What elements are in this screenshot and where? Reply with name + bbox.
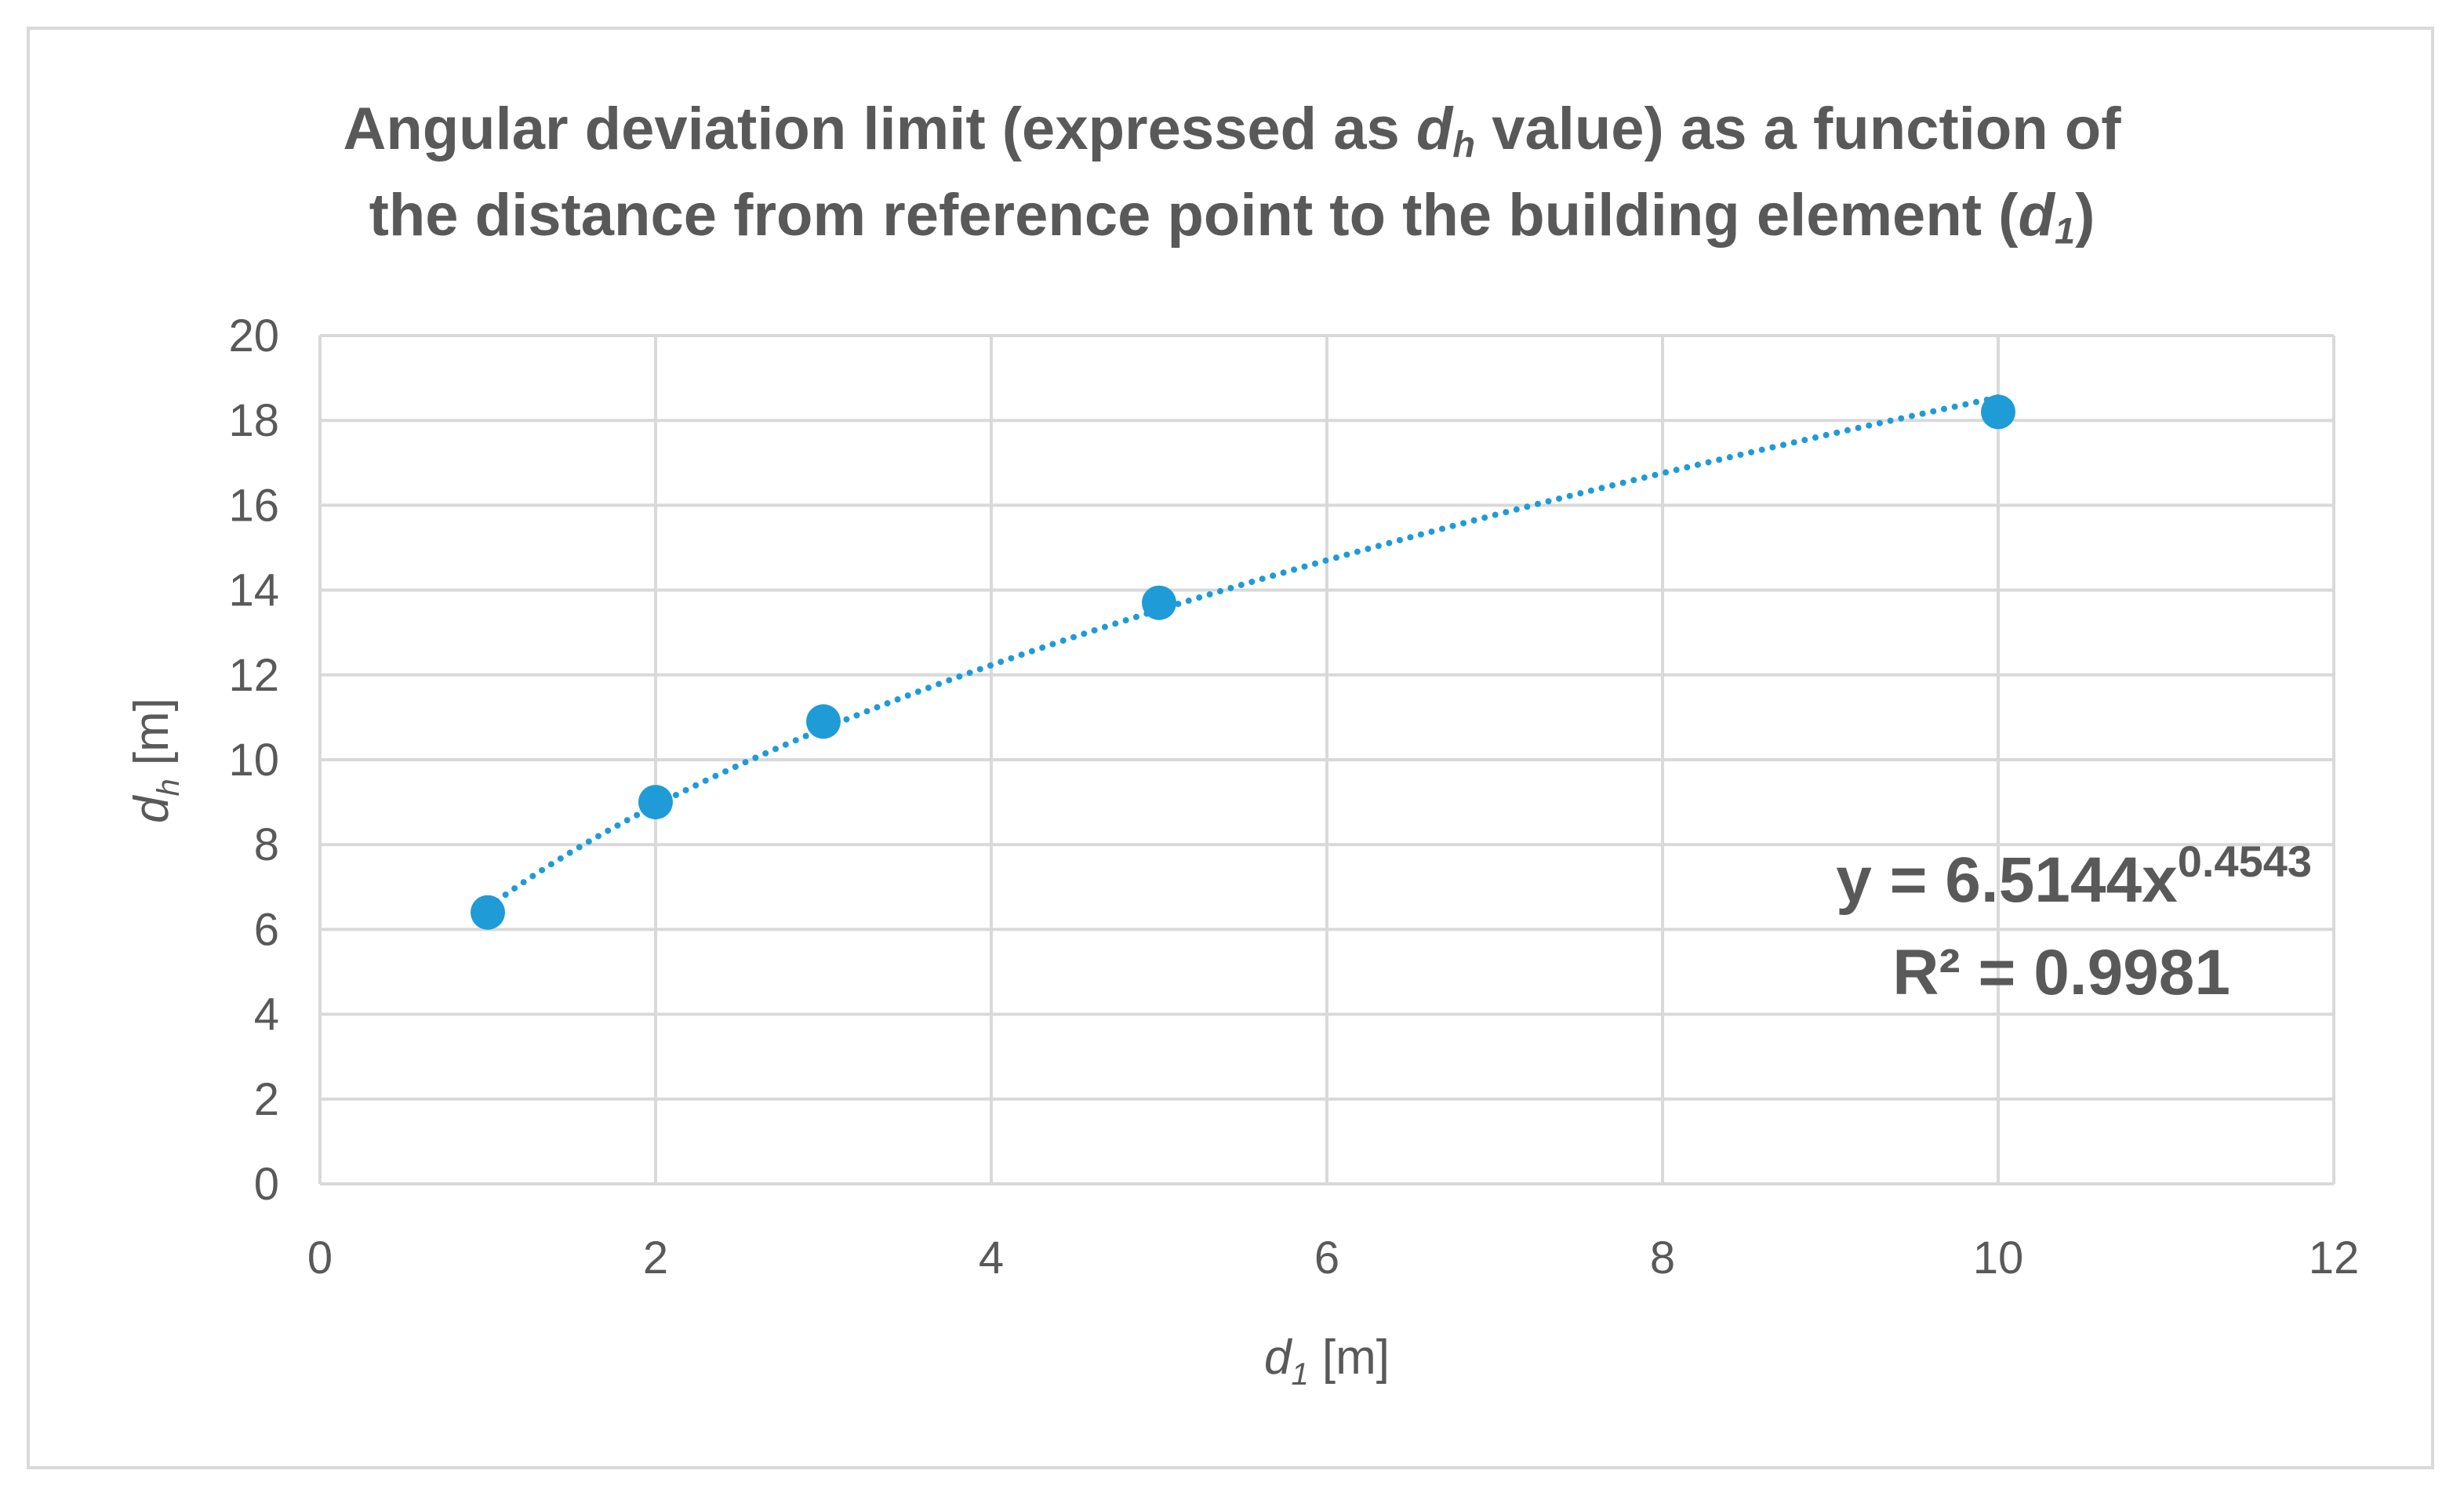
- y-axis-title-unit: [m]: [125, 698, 179, 779]
- trendline-r-squared: R² = 0.9981: [1892, 937, 2230, 1008]
- y-tick-label: 12: [228, 650, 279, 701]
- x-axis-title-unit: [m]: [1309, 1331, 1390, 1385]
- x-tick-label: 0: [307, 1233, 333, 1283]
- trendline-equation-base: y = 6.5144x: [1836, 844, 2177, 916]
- tick-labels: 0 2 4 6 8 10 12 14 16 18 20 0 2 4 6 8 10 12: [228, 310, 2359, 1283]
- grid-lines: [318, 334, 2335, 1185]
- y-tick-label: 16: [228, 480, 279, 531]
- chart-title-line-1: Angular deviation limit (expressed as dh…: [0, 86, 2464, 172]
- x-tick-label: 6: [1314, 1233, 1339, 1283]
- x-axis-title-var: d: [1264, 1331, 1293, 1385]
- x-tick-label: 4: [979, 1233, 1004, 1283]
- title-var-d1: d: [2018, 182, 2055, 249]
- x-axis-title-sub: 1: [1291, 1357, 1308, 1392]
- title-var-dh-sub: h: [1452, 123, 1476, 165]
- data-point: [1981, 394, 2015, 430]
- title-text-2b: ): [2075, 182, 2095, 249]
- y-tick-label: 4: [254, 989, 279, 1040]
- y-tick-label: 10: [228, 735, 279, 786]
- chart-title: Angular deviation limit (expressed as dh…: [0, 86, 2464, 259]
- title-text-1a: Angular deviation limit (expressed as: [343, 96, 1416, 162]
- x-tick-label: 12: [2309, 1233, 2360, 1283]
- x-axis-title: d1 [m]: [1264, 1331, 1390, 1392]
- data-point: [471, 895, 505, 930]
- power-trendline: [485, 394, 2001, 911]
- y-tick-label: 8: [254, 819, 279, 870]
- data-point: [806, 704, 841, 739]
- y-tick-label: 20: [228, 310, 279, 361]
- data-points: [471, 394, 2015, 930]
- title-var-dh: d: [1416, 96, 1453, 162]
- trendline-equation: y = 6.5144x0.4543: [1836, 837, 2312, 916]
- chart-title-line-2: the distance from reference point to the…: [0, 172, 2464, 259]
- trendline-equation-exponent: 0.4543: [2178, 837, 2312, 886]
- title-text-2a: the distance from reference point to the…: [369, 182, 2019, 249]
- title-var-d1-sub: 1: [2054, 209, 2076, 252]
- data-point: [1142, 585, 1176, 620]
- x-tick-label: 2: [643, 1233, 668, 1283]
- x-tick-label: 10: [1973, 1233, 2024, 1283]
- x-tick-label: 8: [1650, 1233, 1675, 1283]
- chart-frame: [27, 27, 2434, 1469]
- title-text-1b: value) as a function of: [1475, 96, 2121, 162]
- y-tick-label: 18: [228, 395, 279, 446]
- y-tick-label: 0: [254, 1159, 279, 1210]
- data-point: [638, 785, 673, 820]
- y-tick-label: 6: [254, 904, 279, 955]
- y-tick-label: 2: [254, 1074, 279, 1125]
- trendline-layer: [485, 394, 2001, 911]
- y-tick-label: 14: [228, 565, 279, 616]
- y-axis-title-var: d: [125, 794, 179, 823]
- y-axis-title: dh [m]: [125, 698, 186, 823]
- y-axis-title-sub: h: [151, 779, 186, 796]
